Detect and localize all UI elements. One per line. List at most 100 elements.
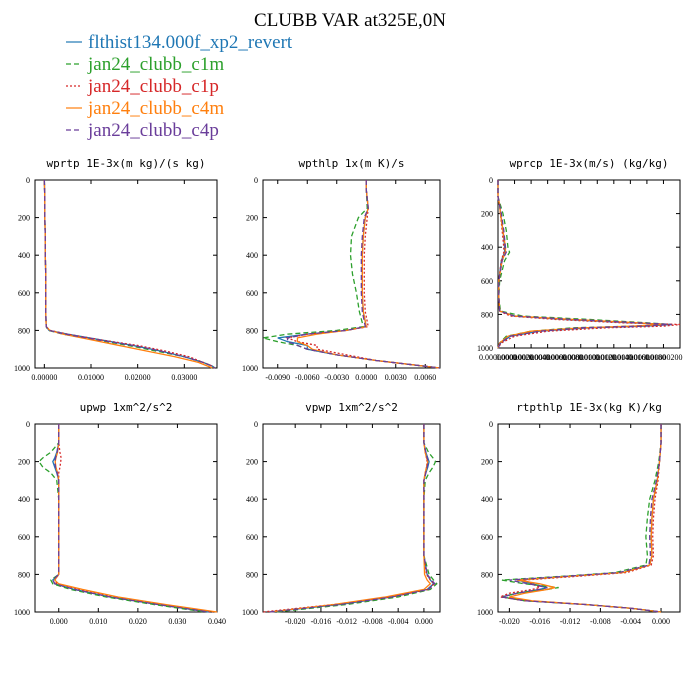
legend-entry: jan24_clubb_c4p (87, 120, 219, 141)
x-tick-label: -0.012 (336, 617, 357, 626)
series-line (497, 180, 672, 349)
x-tick-label: -0.0090 (265, 373, 290, 382)
chart-panel: rtpthlp 1E-3x(kg K)/kg02004006008001000-… (477, 401, 681, 626)
y-tick-label: 800 (18, 326, 30, 335)
series-line (262, 424, 436, 613)
legend-entry: jan24_clubb_c1p (87, 76, 219, 97)
series-line (497, 180, 681, 349)
series-line (43, 179, 216, 369)
y-tick-label: 1000 (477, 608, 493, 617)
x-tick-label: 0.00000080 (545, 353, 583, 362)
x-tick-label: -0.020 (285, 617, 306, 626)
x-tick-label: 0.01000 (78, 373, 104, 382)
panel-title: wprtp 1E-3x(m kg)/(s kg) (47, 157, 206, 170)
x-tick-label: 0.00000200 (644, 353, 682, 362)
y-tick-label: 200 (481, 458, 493, 467)
x-tick-label: 0.00000060 (529, 353, 567, 362)
x-tick-label: 0.0030 (385, 373, 407, 382)
y-tick-label: 200 (18, 458, 30, 467)
figure-title: CLUBB VAR at325E,0N (254, 10, 446, 31)
y-tick-label: 400 (18, 251, 30, 260)
x-tick-label: -0.008 (362, 617, 383, 626)
x-tick-label: -0.016 (529, 617, 550, 626)
series-line (262, 180, 441, 369)
x-tick-label: 0.00000000 (479, 353, 517, 362)
y-tick-label: 400 (18, 495, 30, 504)
series-line (277, 180, 441, 369)
y-tick-label: 800 (246, 570, 258, 579)
y-tick-label: 1000 (14, 364, 30, 373)
x-tick-label: 0.00000040 (512, 353, 550, 362)
x-tick-label: 0.0060 (414, 373, 436, 382)
y-tick-label: 400 (246, 251, 258, 260)
y-tick-label: 1000 (14, 608, 30, 617)
series-line (51, 424, 210, 613)
y-tick-label: 400 (481, 495, 493, 504)
x-tick-label: 0.000 (50, 617, 68, 626)
x-tick-label: 0.00000020 (496, 353, 534, 362)
y-tick-label: 600 (246, 533, 258, 542)
panel-title: upwp 1xm^2/s^2 (80, 401, 173, 414)
x-tick-label: 0.000 (652, 617, 670, 626)
x-tick-label: 0.0000 (355, 373, 377, 382)
chart-panel: wpthlp 1x(m K)/s 0 200 400 600 800 1000 -0.0090… (242, 157, 441, 382)
series-line (269, 424, 435, 613)
y-tick-label: 200 (481, 210, 493, 219)
series-line (43, 179, 213, 369)
y-tick-label: 800 (481, 310, 493, 319)
chart-panel: upwp 1xm^2/s^2 0 200 400 600 800 1000 0.000 0.01… (14, 401, 226, 626)
plot-frame (497, 179, 681, 349)
y-tick-label: 0 (26, 420, 30, 429)
series-line (43, 179, 216, 369)
x-tick-label: -0.0060 (295, 373, 320, 382)
x-tick-label: -0.0030 (324, 373, 349, 382)
x-tick-label: -0.008 (590, 617, 611, 626)
y-tick-label: 1000 (242, 364, 258, 373)
x-tick-label: 0.00000160 (611, 353, 649, 362)
x-tick-label: 0.040 (208, 617, 226, 626)
series-line (285, 180, 441, 369)
chart-panel: vpwp 1xm^2/s^2 0 200 400 600 800 1000 -0.020 -0.… (242, 401, 441, 626)
panel-title: vpwp 1xm^2/s^2 (305, 401, 398, 414)
plot-frame (262, 423, 441, 613)
series-line (296, 180, 441, 369)
series-line (38, 424, 206, 613)
plot-frame (497, 423, 681, 613)
y-tick-label: 0 (26, 176, 30, 185)
series-line (286, 180, 441, 369)
y-tick-label: 600 (481, 277, 493, 286)
panel-title: rtpthlp 1E-3x(kg K)/kg (516, 401, 662, 414)
chart-panel: wprcp 1E-3x(m/s) (kg/kg) 0 200 400 600 800 100… (477, 157, 682, 362)
y-tick-label: 400 (246, 495, 258, 504)
y-tick-label: 0 (254, 176, 258, 185)
series-line (51, 424, 210, 613)
x-tick-label: 0.03000 (171, 373, 197, 382)
x-tick-label: -0.020 (499, 617, 520, 626)
series-line (269, 424, 432, 613)
plot-frame (262, 179, 441, 369)
legend-entry: jan24_clubb_c4m (87, 98, 224, 119)
plot-frame (34, 423, 218, 613)
x-tick-label: -0.004 (620, 617, 641, 626)
y-tick-label: 600 (18, 289, 30, 298)
y-tick-label: 0 (489, 176, 493, 185)
panel-title: wprcp 1E-3x(m/s) (kg/kg) (510, 157, 669, 170)
chart-panel: wprtp 1E-3x(m kg)/(s kg) 0 200 400 600 800 100… (14, 157, 218, 382)
x-tick-label: 0.00000140 (595, 353, 633, 362)
y-tick-label: 200 (18, 214, 30, 223)
y-tick-label: 800 (18, 570, 30, 579)
legend-entry: flthist134.000f_xp2_revert (88, 32, 293, 53)
y-tick-label: 200 (246, 214, 258, 223)
y-tick-label: 800 (481, 570, 493, 579)
series-line (509, 424, 662, 613)
x-tick-label: 0.010 (89, 617, 107, 626)
series-line (501, 424, 662, 613)
y-tick-label: 400 (481, 243, 493, 252)
legend-entry: jan24_clubb_c1m (87, 54, 224, 75)
series-line (43, 179, 216, 369)
x-tick-label: -0.016 (311, 617, 332, 626)
x-tick-label: 0.000 (415, 617, 433, 626)
x-tick-label: -0.012 (560, 617, 581, 626)
plot-frame (34, 179, 218, 369)
